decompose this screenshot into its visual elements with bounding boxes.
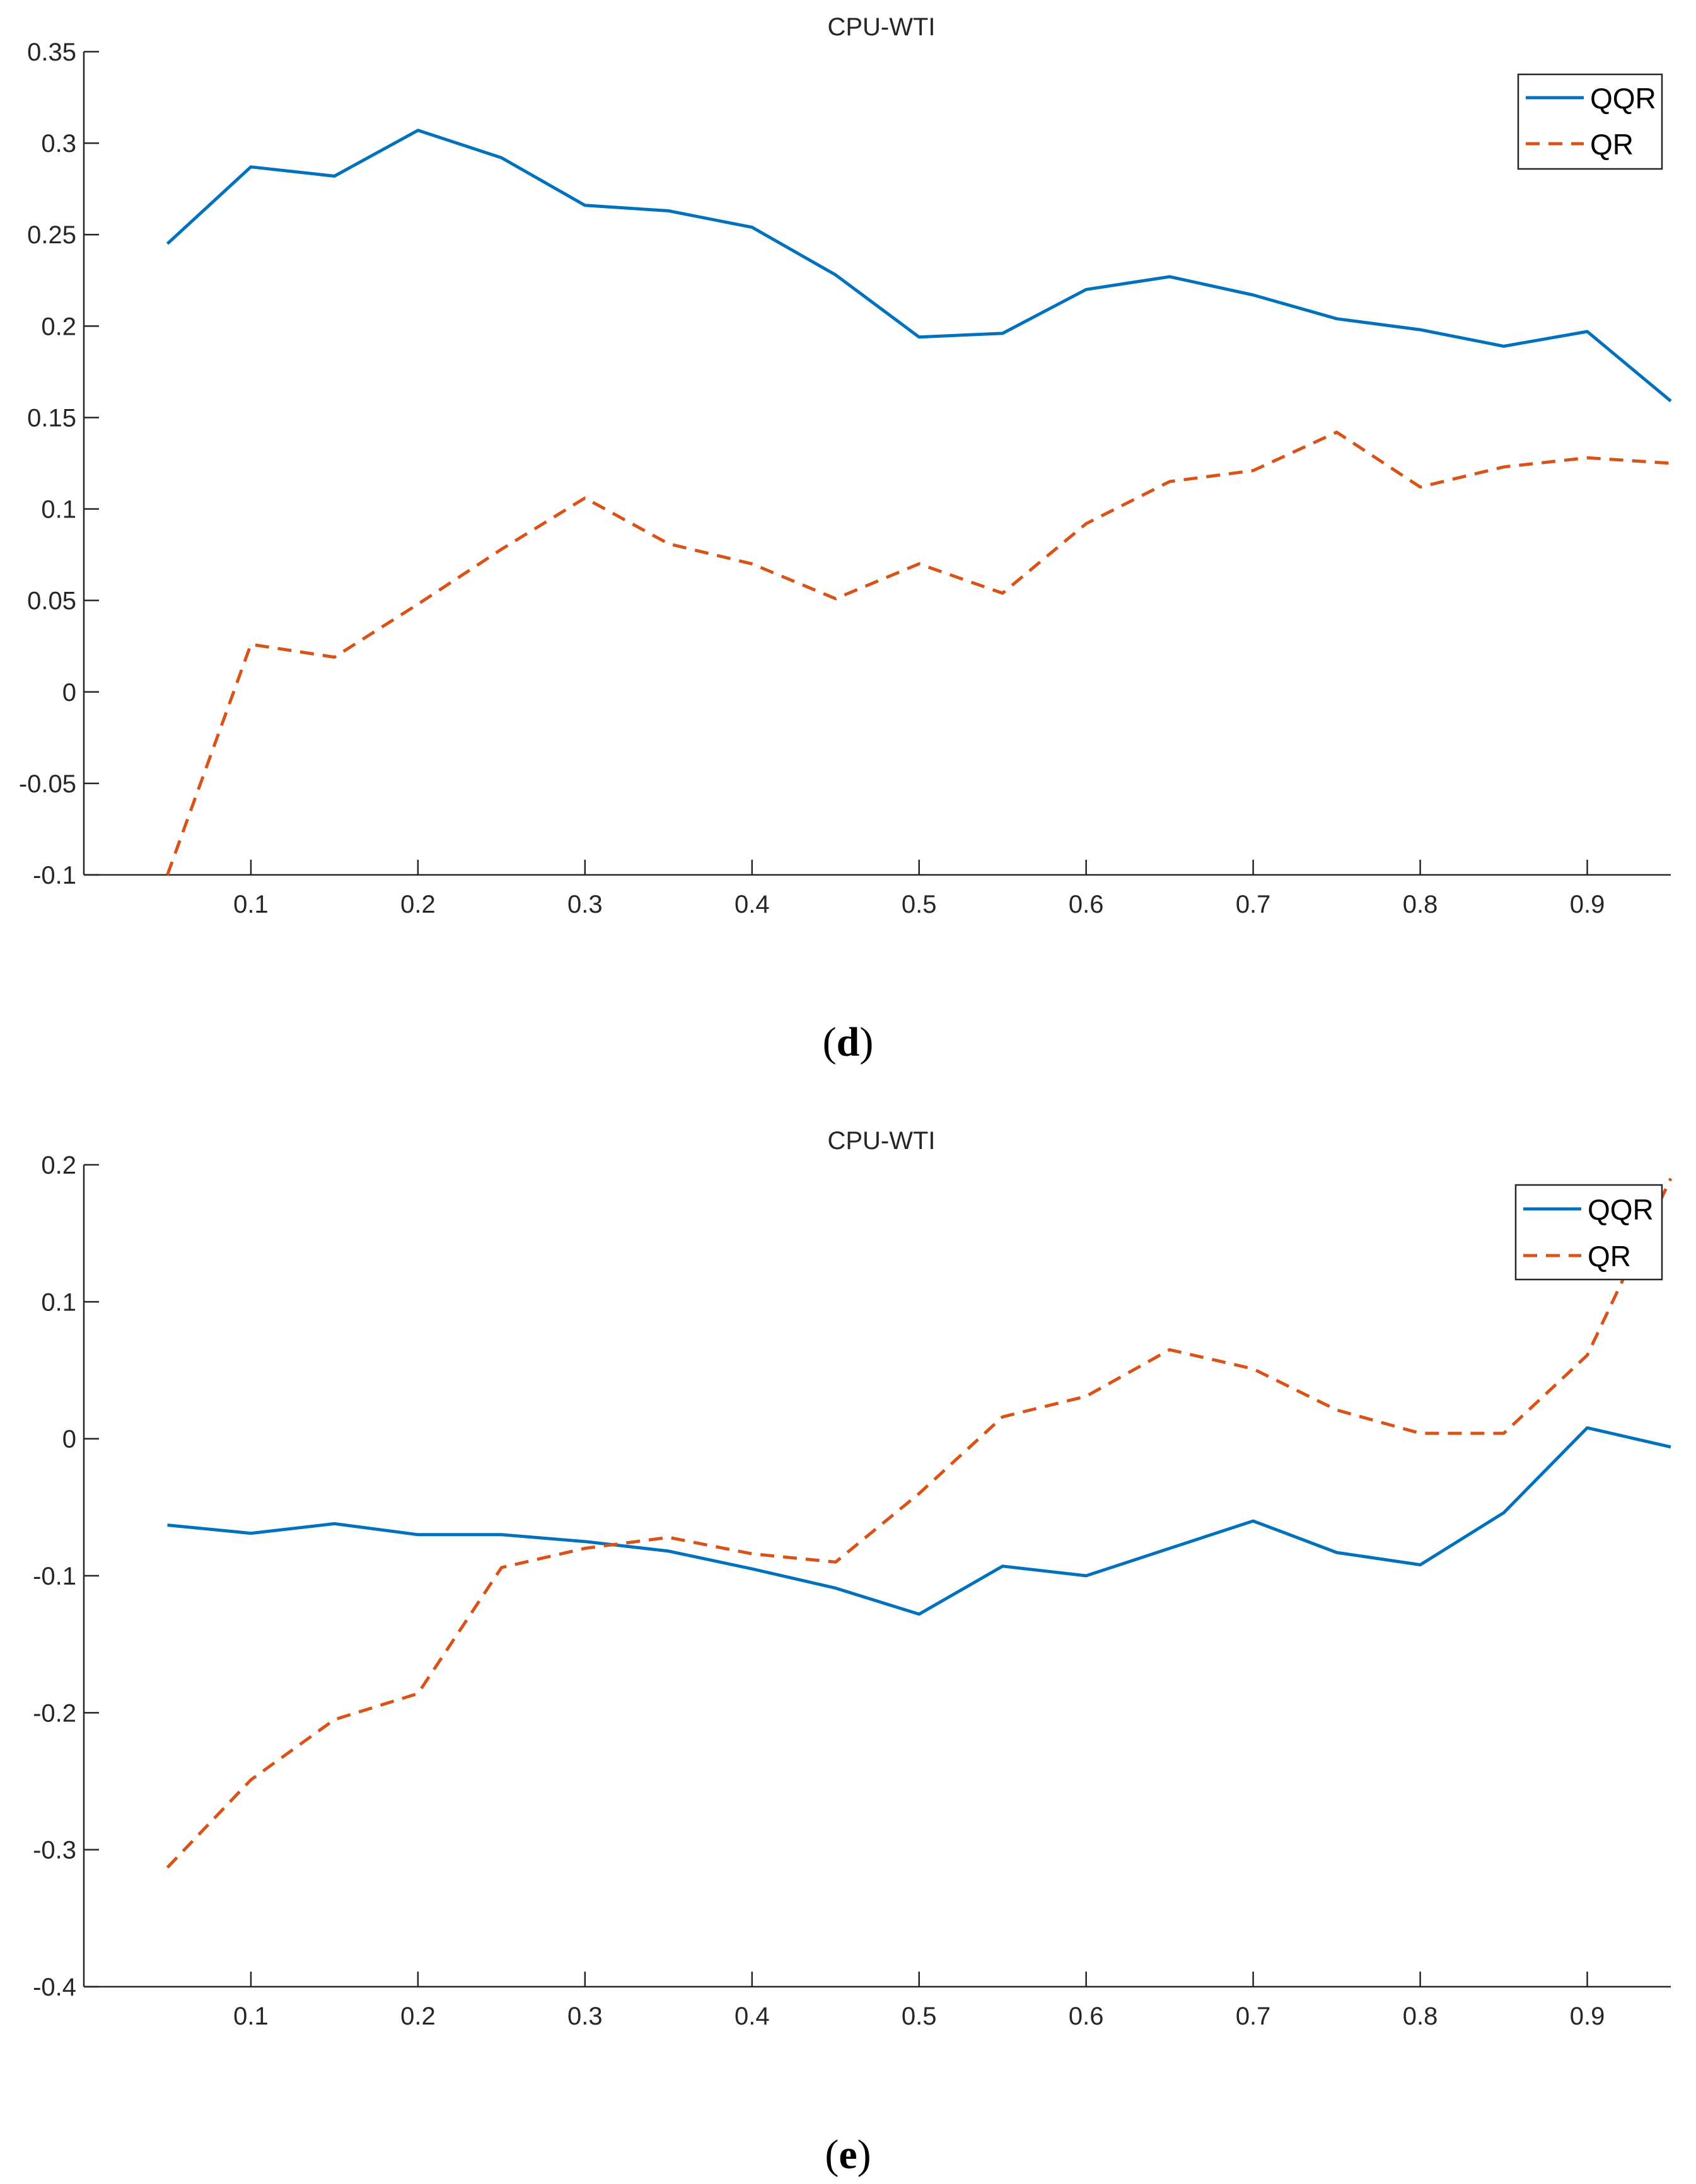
plot-area: [166, 1177, 1673, 1869]
series-line-qqr: [166, 129, 1672, 403]
y-tick-label: 0: [62, 679, 76, 707]
chart-panel-d: CPU-WTI -0.1 -0.05 0 0.05 0.1 0.15 0.2 0.25 0.3 0…: [19, 13, 1672, 1065]
chart-title: CPU-WTI: [827, 13, 935, 41]
legend: QQR QR: [1517, 73, 1663, 170]
x-tick-label: 0.5: [902, 891, 937, 918]
y-tick-label: 0.3: [41, 130, 76, 158]
y-tick-label: 0.1: [41, 1288, 76, 1316]
x-tick-label: 0.3: [567, 2002, 603, 2030]
x-tick-label: 0.7: [1236, 2002, 1271, 2030]
y-tick-label: 0.1: [41, 496, 76, 524]
x-tick-label: 0.1: [233, 891, 269, 918]
caption-letter: e: [839, 2132, 857, 2178]
legend-label-qqr: QQR: [1588, 1193, 1654, 1226]
x-tick-label: 0.8: [1403, 2002, 1438, 2030]
series-line-qr: [166, 430, 1671, 875]
y-tick-label: -0.05: [19, 770, 76, 798]
y-tick-label: 0.35: [27, 38, 76, 66]
axes: -0.1 -0.05 0 0.05 0.1 0.15 0.2 0.25 0.3 0.35 0.1 0.…: [19, 38, 1671, 918]
series-line-qr: [166, 1177, 1673, 1869]
legend: QQR QR: [1514, 1184, 1663, 1281]
chart-panel-e: CPU-WTI -0.4 -0.3 -0.2 -0.1 0 0.1 0.2 0.1 0.2 0.3…: [33, 1127, 1673, 2178]
x-tick-label: 0.8: [1403, 891, 1438, 918]
x-tick-label: 0.9: [1570, 891, 1605, 918]
caption-letter: d: [837, 1019, 860, 1065]
legend-label-qr: QR: [1588, 1240, 1631, 1273]
legend-box: [1514, 1184, 1663, 1281]
x-tick-label: 0.4: [735, 891, 770, 918]
axes: -0.4 -0.3 -0.2 -0.1 0 0.1 0.2 0.1 0.2 0.3 0.4 0.5 0.…: [33, 1152, 1671, 2030]
x-tick-label: 0.7: [1236, 891, 1271, 918]
x-tick-label: 0.5: [902, 2002, 937, 2030]
y-tick-label: -0.1: [33, 862, 76, 889]
y-tick-label: 0: [62, 1426, 76, 1453]
legend-label-qr: QR: [1590, 128, 1634, 161]
chart-title: CPU-WTI: [827, 1127, 935, 1155]
x-tick-label: 0.6: [1069, 891, 1104, 918]
y-tick-label: 0.2: [41, 313, 76, 340]
plot-area: [166, 129, 1672, 875]
x-tick-label: 0.9: [1570, 2002, 1605, 2030]
x-tick-label: 0.4: [735, 2002, 770, 2030]
x-tick-label: 0.1: [233, 2002, 269, 2030]
panel-caption-e: (e): [825, 2132, 871, 2178]
y-tick-label: 0.05: [27, 587, 76, 615]
legend-box: [1517, 73, 1663, 170]
x-tick-label: 0.6: [1069, 2002, 1104, 2030]
y-tick-label: -0.1: [33, 1563, 76, 1590]
y-tick-label: 0.2: [41, 1152, 76, 1179]
series-line-qqr: [167, 1426, 1671, 1616]
x-tick-label: 0.2: [400, 2002, 436, 2030]
x-tick-label: 0.2: [400, 891, 436, 918]
legend-label-qqr: QQR: [1590, 82, 1656, 115]
panel-caption-d: (d): [823, 1019, 874, 1065]
x-tick-label: 0.3: [567, 891, 603, 918]
y-tick-label: -0.2: [33, 1699, 76, 1727]
y-tick-label: 0.15: [27, 404, 76, 432]
y-tick-label: -0.3: [33, 1837, 76, 1864]
y-tick-label: 0.25: [27, 221, 76, 249]
y-tick-label: -0.4: [33, 1973, 76, 2001]
